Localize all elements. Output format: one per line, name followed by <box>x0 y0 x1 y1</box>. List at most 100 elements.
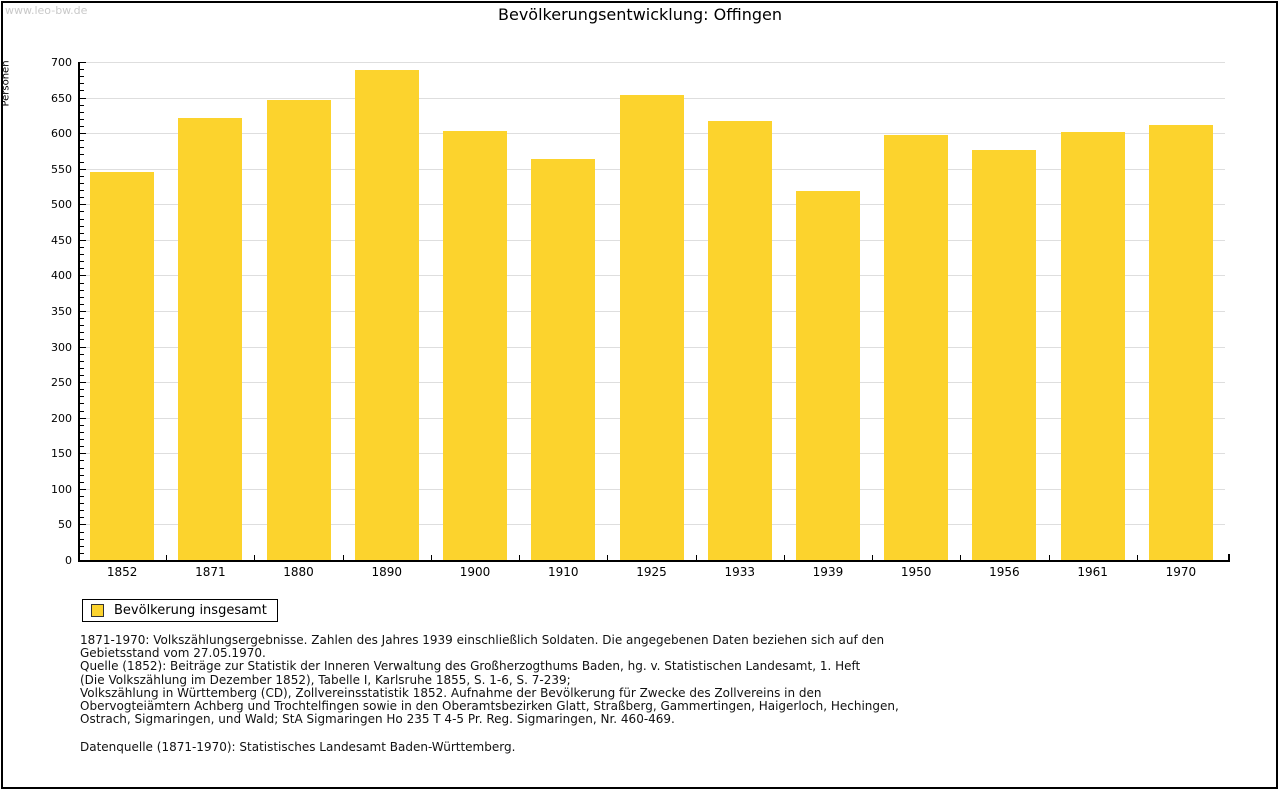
x-tick-label: 1890 <box>371 565 403 579</box>
note-line: 1871-1970: Volkszählungsergebnisse. Zahl… <box>80 633 885 647</box>
y-minor-tick <box>80 289 84 291</box>
y-minor-tick <box>80 325 84 327</box>
y-minor-tick <box>80 545 84 547</box>
bar <box>884 135 949 560</box>
y-minor-tick <box>80 268 84 270</box>
y-minor-tick <box>80 424 84 426</box>
y-major-tick <box>80 62 86 63</box>
x-tick-label: 1956 <box>989 565 1020 579</box>
y-major-tick <box>80 204 86 206</box>
y-major-tick <box>80 97 86 99</box>
y-minor-tick <box>80 218 84 220</box>
x-minor-tick <box>783 555 785 560</box>
note-line: (Die Volkszählung im Dezember 1852), Tab… <box>80 672 571 687</box>
note-line: Ostrach, Sigmaringen, und Wald; StA Sigm… <box>80 712 675 727</box>
y-major-tick <box>80 168 86 170</box>
y-tick-label: 400 <box>51 269 72 283</box>
y-minor-tick <box>80 90 84 92</box>
y-tick-label: 650 <box>51 91 72 105</box>
bar <box>266 100 331 560</box>
y-axis-title: Personen <box>0 60 12 107</box>
x-minor-tick <box>607 555 609 560</box>
note-line: Gebietsstand vom 27.05.1970. <box>80 646 266 661</box>
bar <box>90 172 155 560</box>
bar <box>178 118 243 560</box>
y-minor-tick <box>80 254 84 256</box>
y-minor-tick <box>80 225 84 227</box>
y-minor-tick <box>80 552 84 554</box>
legend-label: Bevölkerung insgesamt <box>114 603 267 618</box>
y-minor-tick <box>80 140 84 142</box>
bar <box>619 95 684 560</box>
y-minor-tick <box>80 410 84 412</box>
x-minor-tick <box>1048 555 1050 560</box>
y-minor-tick <box>80 474 84 476</box>
chart-title: Bevölkerungsentwicklung: Offingen <box>498 5 782 24</box>
y-minor-tick <box>80 510 84 512</box>
note-line: Volkszählung in Württemberg (CD), Zollve… <box>80 685 822 700</box>
y-tick-label: 100 <box>51 482 72 496</box>
y-minor-tick <box>80 403 84 405</box>
y-major-tick <box>80 346 86 348</box>
y-minor-tick <box>80 296 84 298</box>
y-major-tick <box>80 275 86 277</box>
x-tick-label: 1900 <box>459 565 491 579</box>
y-minor-tick <box>80 396 84 398</box>
y-tick-label: 500 <box>51 198 72 212</box>
y-tick-label: 350 <box>51 305 72 318</box>
source-notes: 1871-1970: Volkszählungsergebnisse. Zahl… <box>80 633 1230 727</box>
bar <box>707 121 772 560</box>
y-minor-tick <box>80 439 84 441</box>
bar <box>795 191 860 560</box>
y-major-tick <box>80 239 86 241</box>
y-tick-label: 450 <box>51 233 72 247</box>
x-minor-tick <box>166 555 168 560</box>
x-minor-tick <box>695 555 697 560</box>
y-minor-tick <box>80 318 84 320</box>
y-minor-tick <box>80 375 84 377</box>
y-minor-tick <box>80 538 84 540</box>
x-minor-tick <box>872 555 874 560</box>
y-tick-label: 50 <box>58 518 72 532</box>
y-minor-tick <box>80 481 84 483</box>
y-minor-tick <box>80 360 84 362</box>
x-minor-tick <box>342 555 344 560</box>
legend-box: Bevölkerung insgesamt <box>82 599 278 622</box>
y-minor-tick <box>80 211 84 213</box>
x-axis-end-tick <box>1228 554 1230 560</box>
x-tick-label: 1961 <box>1077 565 1108 579</box>
y-minor-tick <box>80 83 84 85</box>
x-tick-label: 1939 <box>812 565 844 579</box>
y-minor-tick <box>80 282 84 284</box>
y-major-tick <box>80 133 86 135</box>
y-tick-label: 0 <box>65 554 72 567</box>
y-minor-tick <box>80 503 84 505</box>
y-minor-tick <box>80 182 84 184</box>
y-minor-tick <box>80 197 84 199</box>
y-tick-label: 200 <box>51 411 72 425</box>
x-minor-tick <box>430 555 432 560</box>
y-minor-tick <box>80 76 84 78</box>
x-axis-line <box>78 560 1230 562</box>
bar <box>354 69 419 560</box>
y-minor-tick <box>80 118 84 120</box>
y-minor-tick <box>80 389 84 391</box>
y-tick-label: 250 <box>51 376 72 390</box>
x-minor-tick <box>519 555 521 560</box>
y-major-tick <box>80 560 86 561</box>
y-minor-tick <box>80 353 84 355</box>
y-minor-tick <box>80 261 84 263</box>
x-tick-label: 1880 <box>283 565 314 579</box>
y-minor-tick <box>80 431 84 433</box>
bar <box>531 159 596 560</box>
y-axis-line <box>78 62 80 562</box>
bar <box>1148 125 1213 560</box>
y-minor-tick <box>80 517 84 519</box>
y-minor-tick <box>80 339 84 341</box>
y-minor-tick <box>80 531 84 533</box>
y-major-tick <box>80 453 86 455</box>
x-tick-label: 1970 <box>1165 565 1197 579</box>
y-major-tick <box>80 524 86 526</box>
y-minor-tick <box>80 154 84 156</box>
y-major-tick <box>80 382 86 384</box>
